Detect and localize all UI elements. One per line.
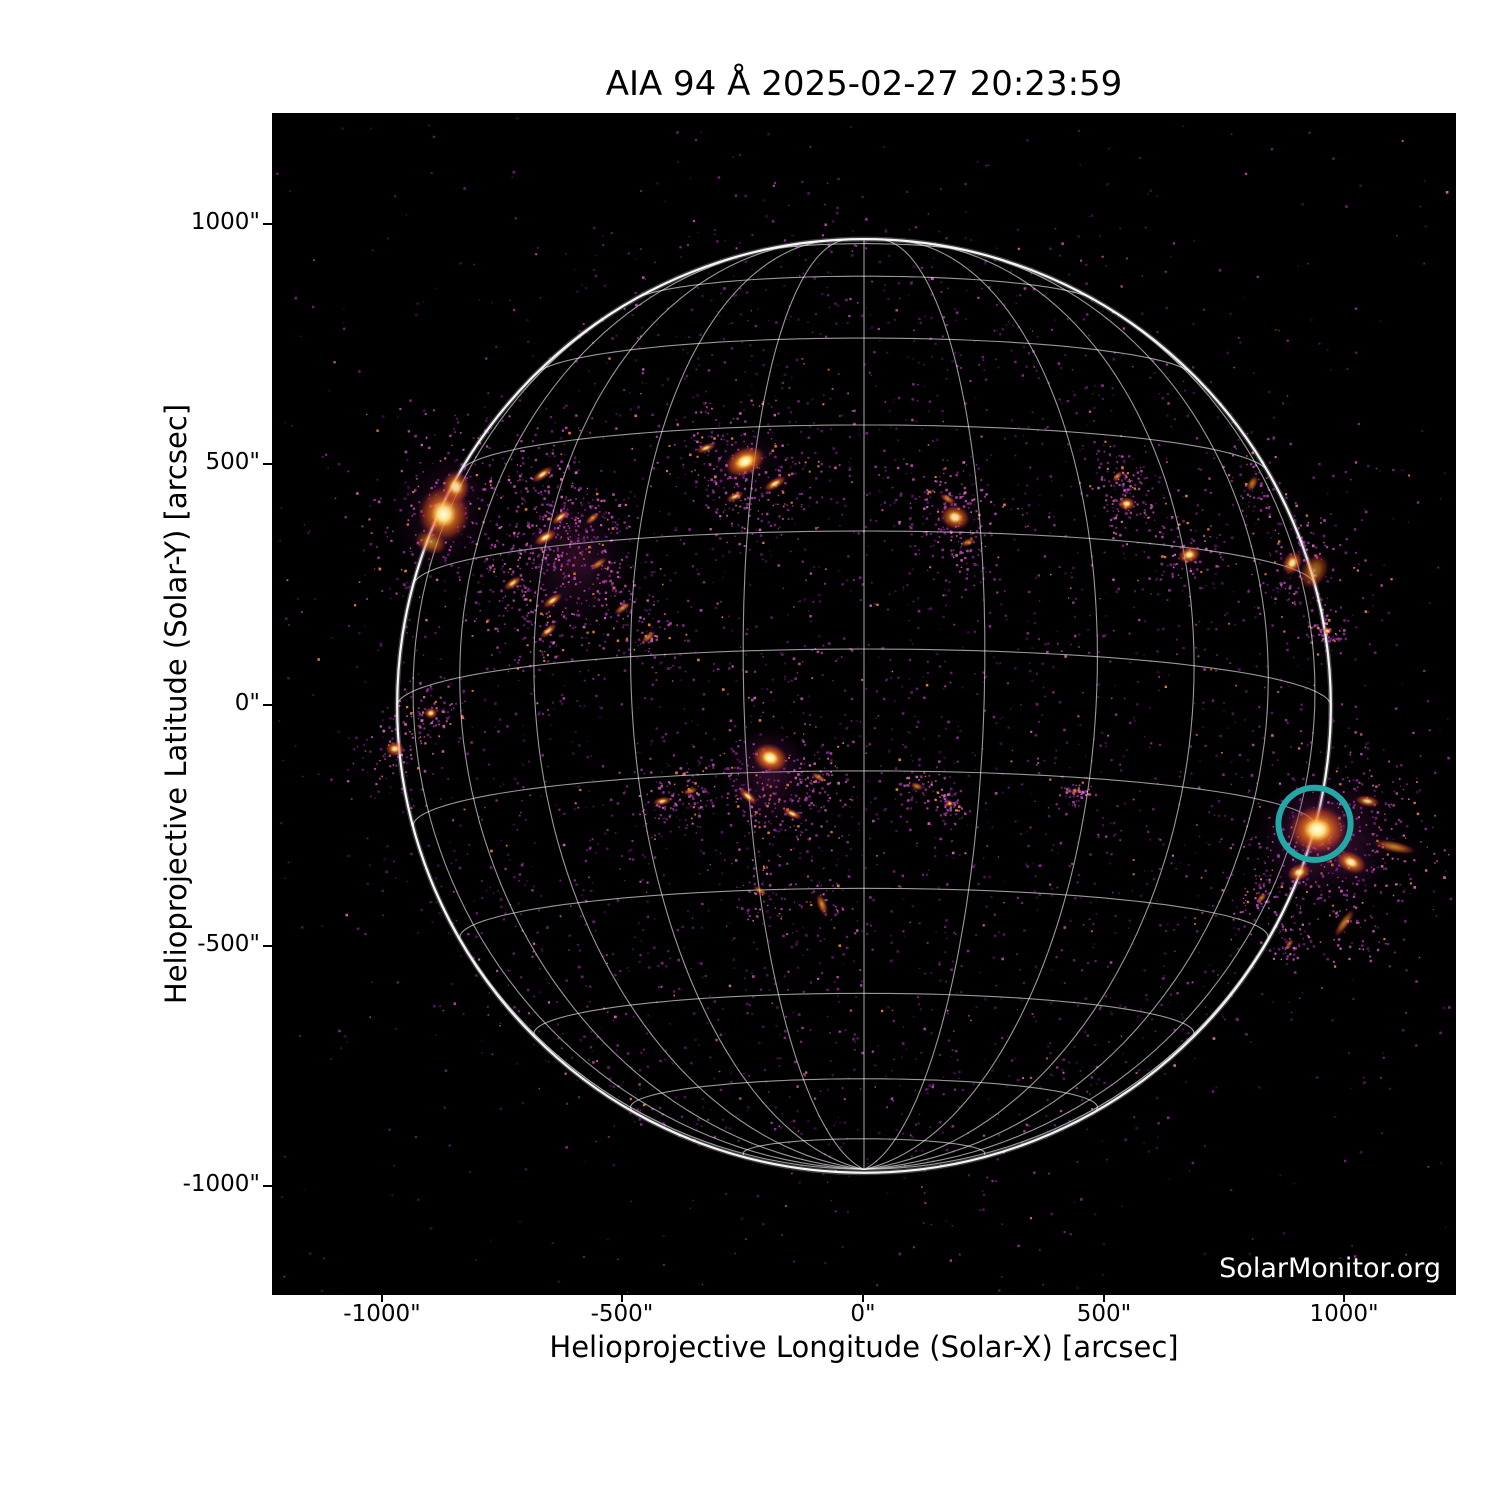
x-tick-mark [1103,1293,1105,1302]
y-tick-label: -500" [197,931,260,957]
x-tick-mark [381,1293,383,1302]
watermark: SolarMonitor.org [1219,1253,1441,1284]
y-tick-mark [263,704,272,706]
chart-title: AIA 94 Å 2025-02-27 20:23:59 [605,64,1123,104]
y-tick-label: 500" [205,449,260,475]
x-axis-label: Helioprojective Longitude (Solar-X) [arc… [549,1330,1179,1364]
y-tick-mark [263,463,272,465]
y-tick-label: 0" [234,690,260,716]
solar-disk-image: SolarMonitor.org [272,113,1456,1295]
x-tick-label: 0" [850,1301,876,1327]
y-tick-mark [263,1185,272,1187]
x-tick-mark [1343,1293,1345,1302]
y-tick-label: -1000" [182,1171,260,1197]
x-tick-mark [862,1293,864,1302]
x-tick-label: 1000" [1309,1301,1379,1327]
x-tick-mark [621,1293,623,1302]
sun-image-svg [273,114,1455,1294]
x-tick-label: -1000" [343,1301,421,1327]
y-tick-mark [263,945,272,947]
x-tick-label: -500" [590,1301,654,1327]
y-tick-mark [263,223,272,225]
y-tick-label: 1000" [190,209,260,235]
x-tick-label: 500" [1076,1301,1132,1327]
event-annotation-circle [1275,784,1354,863]
